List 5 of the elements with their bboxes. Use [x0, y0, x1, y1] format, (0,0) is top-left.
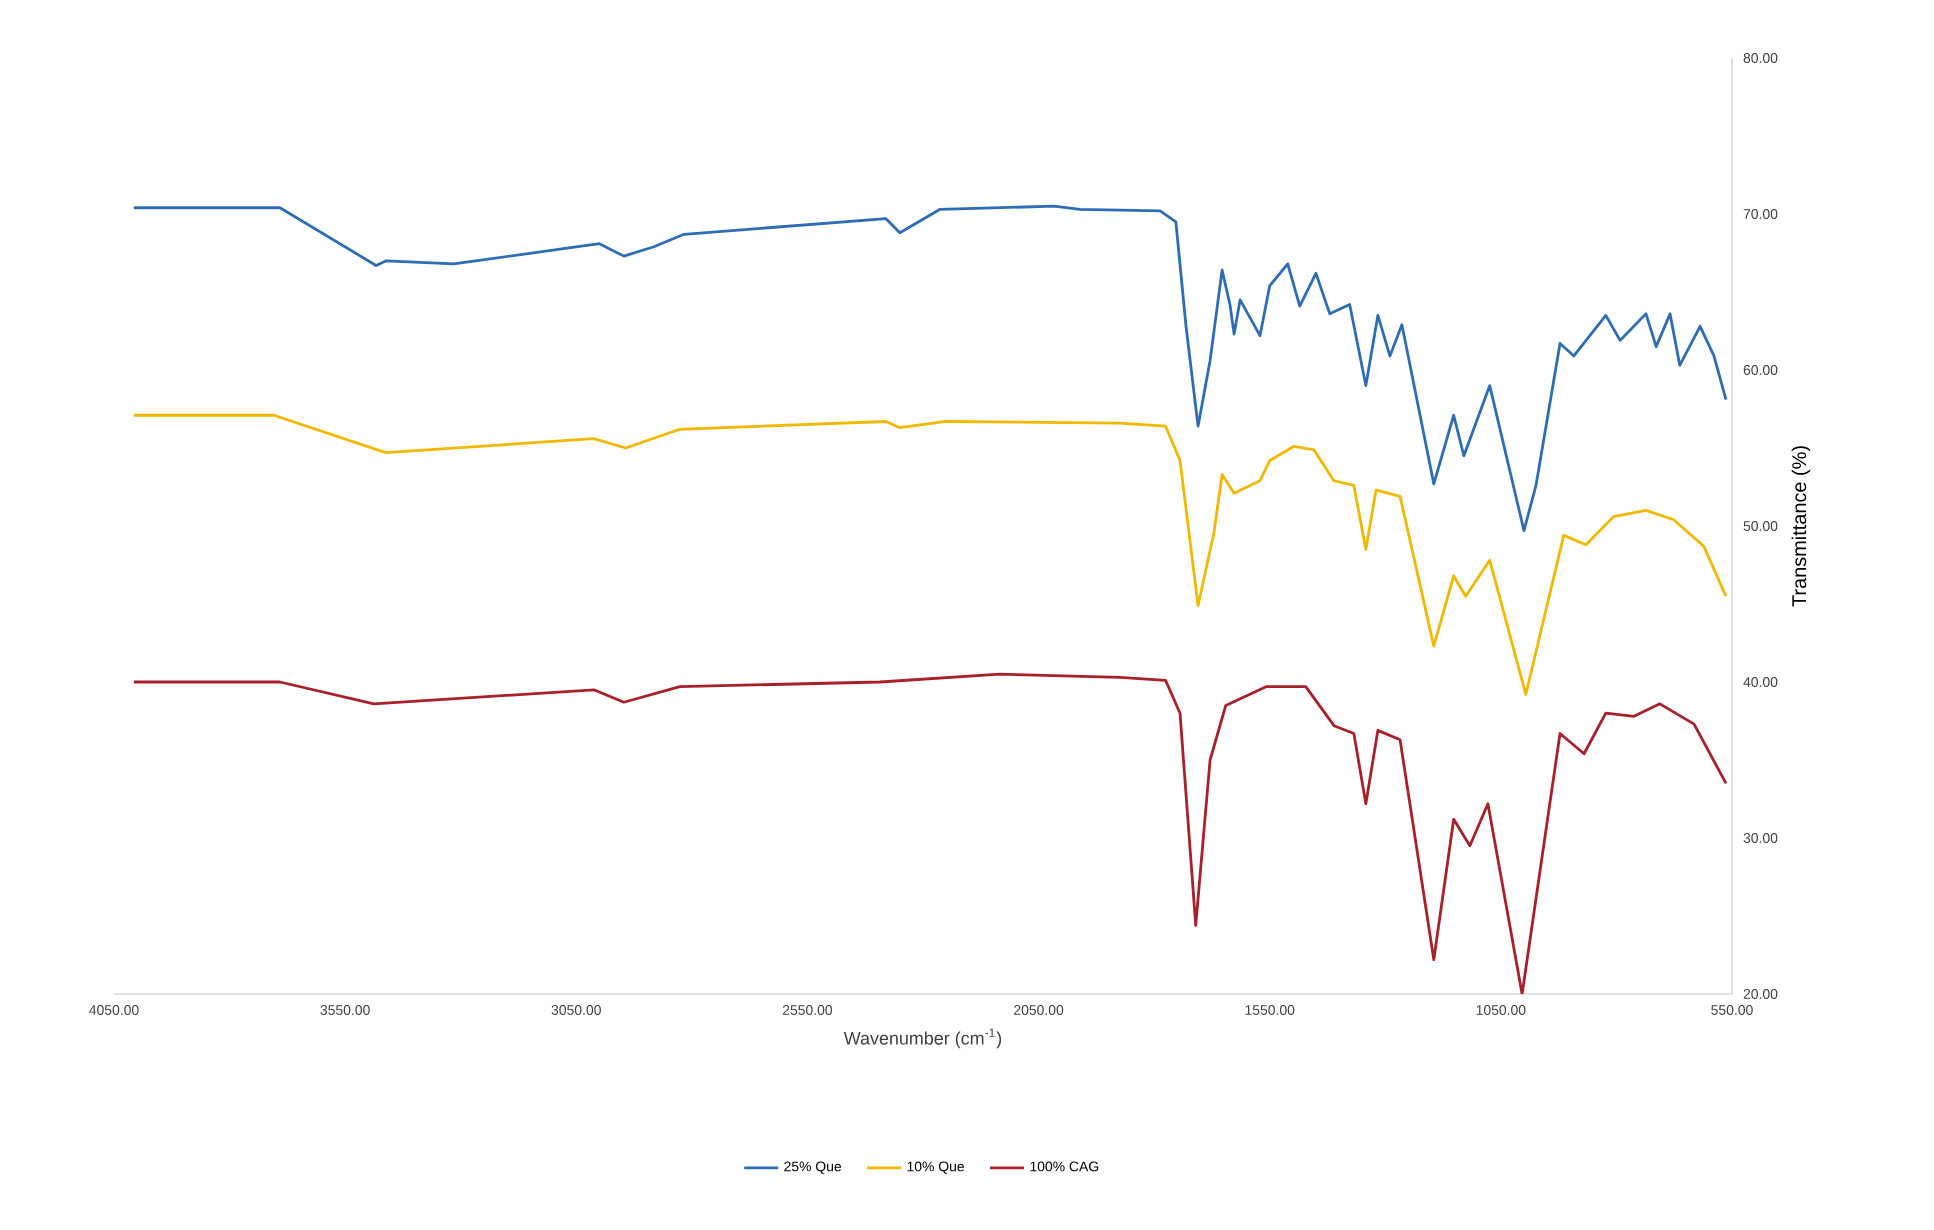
line-series: [132, 204, 1728, 533]
x-axis-title: Wavenumber (cm$^{-1}$): [843, 1028, 1002, 1049]
line-series: [132, 413, 1728, 696]
y-axis-title: Transmittance (%): [1791, 446, 1811, 607]
line-series: [132, 672, 1728, 994]
